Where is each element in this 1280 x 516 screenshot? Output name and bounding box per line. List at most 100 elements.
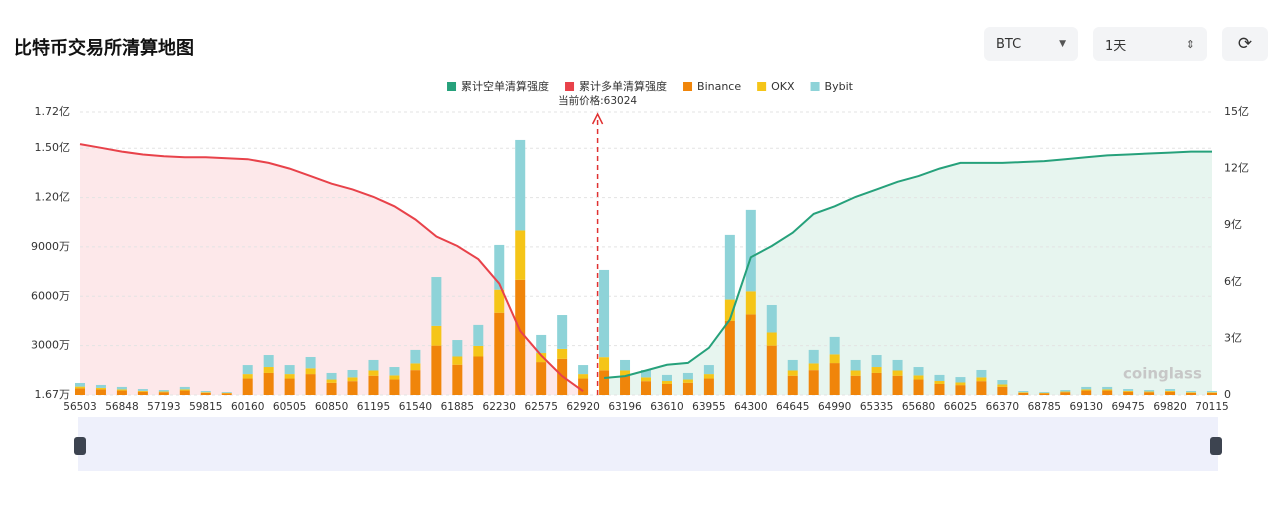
bar-segment (1207, 391, 1217, 393)
bar-segment (158, 390, 169, 392)
bar-segment (829, 363, 840, 395)
x-tick-label: 64300 (734, 401, 767, 413)
bar-segment (641, 369, 651, 378)
legend-label: Binance (697, 80, 741, 93)
bar-segment (1039, 393, 1050, 395)
bar-segment (850, 359, 861, 371)
x-tick-label: 69475 (1111, 401, 1144, 413)
slider-handle-left[interactable] (74, 437, 86, 455)
bar-segment (95, 384, 106, 388)
bar-segment (871, 367, 882, 373)
legend-label: OKX (771, 80, 795, 93)
bar-segment (955, 382, 966, 386)
bar-segment (1060, 390, 1071, 392)
bar-segment (808, 370, 819, 395)
y2-tick-label: 15亿 (1224, 105, 1249, 118)
bar-segment (1081, 386, 1092, 390)
bar-segment (389, 379, 400, 395)
bar-segment (1165, 391, 1176, 395)
x-tick-label: 61885 (441, 401, 474, 413)
x-tick-label: 63955 (692, 401, 725, 413)
x-tick-label: 64645 (776, 401, 809, 413)
bar-segment (997, 386, 1008, 395)
bar-segment (766, 304, 777, 333)
bar-segment (431, 277, 442, 326)
x-tick-label: 66025 (944, 401, 977, 413)
page-title: 比特币交易所清算地图 (14, 38, 194, 59)
x-tick-label: 65680 (902, 401, 935, 413)
bar-segment (473, 356, 484, 395)
y2-tick-label: 12亿 (1224, 162, 1249, 175)
bar-segment (913, 379, 924, 395)
bar-segment (787, 370, 798, 376)
bar-segment (158, 391, 169, 393)
bar-segment (75, 382, 85, 387)
y-tick-label: 1.67万 (35, 388, 71, 401)
bar-segment (347, 381, 358, 395)
x-tick-label: 57193 (147, 401, 180, 413)
x-tick-label: 69820 (1153, 401, 1186, 413)
bar-segment (263, 367, 274, 373)
bar-segment (116, 389, 127, 391)
bar-segment (997, 380, 1008, 385)
bar-segment (368, 375, 379, 395)
bar-segment (1102, 389, 1113, 391)
watermark: coinglass (1123, 365, 1202, 383)
bar-segment (976, 369, 987, 378)
bar-segment (305, 356, 316, 369)
bar-segment (641, 377, 651, 382)
x-tick-label: 60160 (231, 401, 264, 413)
bar-segment (724, 299, 735, 321)
bar-segment (599, 370, 610, 395)
bar-segment (515, 279, 526, 395)
bar-segment (557, 315, 568, 349)
x-tick-label: 62575 (524, 401, 557, 413)
legend-label: 累计多单清算强度 (579, 79, 667, 93)
bar-segment (221, 393, 232, 395)
bar-segment (976, 377, 987, 382)
bar-segment (431, 325, 442, 346)
interval-select[interactable]: 1天 ⇕ (1093, 27, 1207, 61)
y-tick-label: 1.20亿 (35, 191, 71, 204)
zoom-slider[interactable] (78, 417, 1218, 471)
bar-segment (368, 359, 379, 371)
bar-segment (75, 386, 85, 389)
bar-segment (1186, 392, 1197, 395)
bar-segment (1018, 392, 1029, 393)
legend-swatch (447, 82, 457, 91)
x-tick-label: 60850 (315, 401, 348, 413)
bar-segment (661, 381, 672, 384)
x-tick-label: 64990 (818, 401, 851, 413)
symbol-select[interactable]: BTC ▼ (984, 27, 1078, 61)
bar-segment (766, 345, 777, 395)
x-tick-label: 56503 (63, 401, 96, 413)
bar-segment (1102, 386, 1113, 390)
bar-segment (515, 230, 526, 280)
bar-segment (620, 370, 631, 376)
bar-segment (389, 375, 400, 380)
bar-segment (766, 332, 777, 346)
x-tick-label: 70115 (1195, 401, 1228, 413)
bar-segment (473, 345, 484, 357)
legend-swatch (810, 82, 820, 91)
slider-handle-right[interactable] (1210, 437, 1222, 455)
x-tick-label: 69130 (1070, 401, 1103, 413)
refresh-button[interactable]: ⟳ (1222, 27, 1268, 61)
bar-segment (494, 312, 505, 395)
bar-segment (326, 379, 337, 383)
legend-swatch (565, 82, 575, 91)
bar-segment (1018, 392, 1029, 395)
bar-segment (892, 359, 903, 371)
bar-segment (599, 357, 610, 371)
bar-segment (389, 367, 400, 376)
bar-segment (347, 377, 358, 382)
y2-tick-label: 0 (1224, 388, 1231, 401)
bar-segment (1081, 390, 1092, 395)
bar-segment (242, 365, 253, 375)
bar-segment (578, 374, 589, 379)
bar-segment (1144, 392, 1155, 395)
bar-segment (787, 375, 798, 395)
bar-segment (829, 336, 840, 355)
bar-segment (913, 367, 924, 376)
bar-segment (976, 381, 987, 395)
